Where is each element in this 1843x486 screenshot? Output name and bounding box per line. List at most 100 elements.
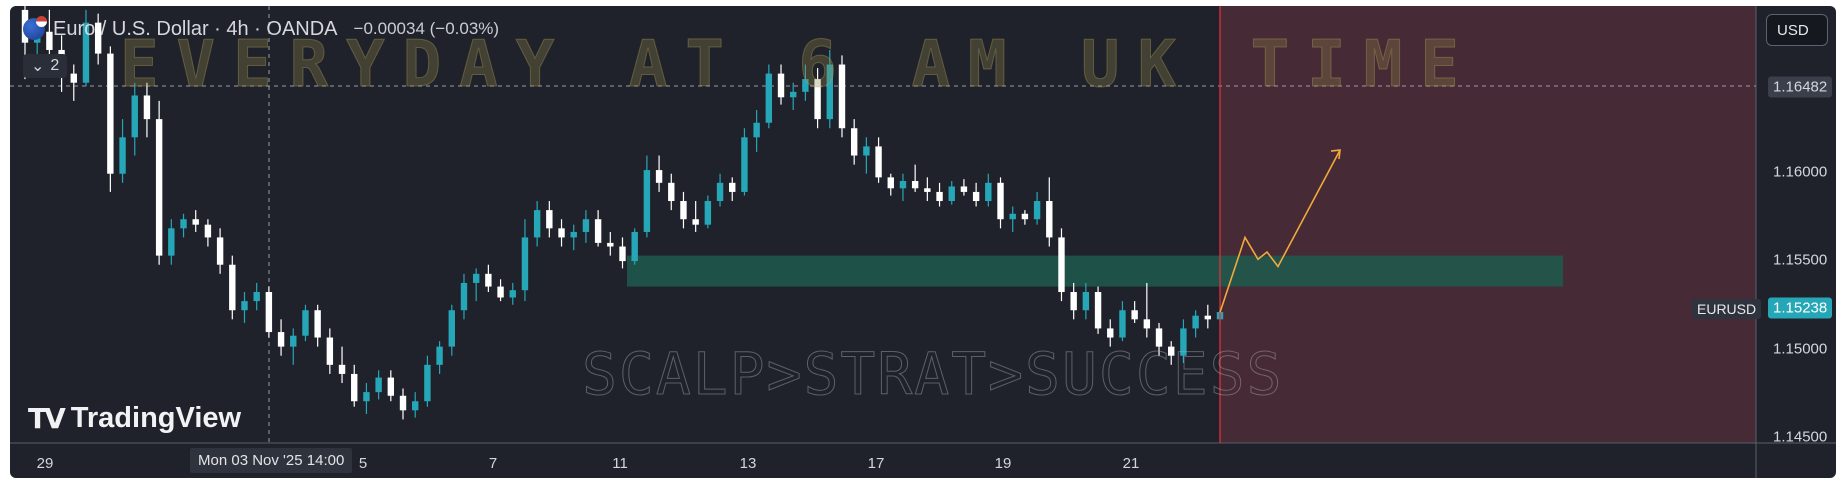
candle-body	[1033, 201, 1041, 220]
supply-demand-zone	[627, 255, 1563, 287]
candle-body	[546, 210, 553, 229]
candle-body	[680, 201, 687, 220]
candle-body	[229, 264, 236, 311]
x-tick-label: 13	[739, 455, 757, 472]
candle-body	[94, 22, 102, 54]
candle-body	[972, 191, 980, 202]
candle-body	[351, 373, 358, 402]
candle-body	[1143, 319, 1151, 329]
candle-body	[899, 181, 907, 189]
candle-body	[790, 91, 797, 98]
crosshair-time-label: Mon 03 Nov '25 14:00	[190, 448, 353, 473]
projection-arrowhead	[1330, 149, 1341, 160]
candle-body	[424, 364, 431, 402]
candle-body	[204, 224, 212, 238]
candle-body	[533, 210, 541, 238]
candle-body	[363, 392, 370, 402]
candle-body	[241, 301, 248, 311]
x-tick-label: 11	[612, 455, 628, 472]
candle-body	[948, 186, 955, 202]
candle-body	[277, 332, 285, 347]
candle-body	[82, 22, 90, 83]
candle-body	[70, 73, 77, 83]
candle-body	[997, 182, 1004, 220]
candle-body	[338, 364, 346, 374]
candle-body	[155, 119, 163, 256]
candle-body	[375, 377, 382, 393]
candle-body	[448, 310, 455, 347]
currency-button[interactable]: USD	[1766, 14, 1828, 46]
indicator-count: 2	[50, 57, 60, 74]
eur-usd-flag-icon	[23, 16, 47, 40]
tradingview-icon: TV	[28, 402, 66, 435]
candle-body	[741, 137, 748, 192]
candle-body	[192, 219, 199, 225]
symbol-header[interactable]: Euro / U.S. Dollar · 4h · OANDA −0.00034…	[23, 14, 499, 44]
candle-body	[216, 237, 224, 265]
candle-body	[168, 228, 175, 256]
candle-body	[472, 273, 480, 283]
candle-body	[1021, 213, 1029, 220]
watermark-bottom-art: SCALP>STRAT>SUCCESS	[581, 340, 1284, 409]
candle-body	[265, 292, 273, 333]
candle-body	[655, 170, 663, 183]
candle-body	[46, 31, 53, 50]
projection-path	[1219, 149, 1341, 313]
candle-body	[1180, 328, 1187, 356]
candle-body	[826, 64, 833, 120]
candle-body	[119, 137, 126, 174]
candle-body	[314, 310, 321, 338]
candle-body	[814, 79, 821, 120]
candle-body	[1009, 213, 1016, 220]
x-tick-label: 21	[1122, 455, 1140, 472]
candle-body	[692, 219, 699, 225]
candle-body	[1168, 346, 1175, 356]
crosshair-price-label: 1.16482	[1768, 76, 1833, 98]
symbol-title: Euro / U.S. Dollar · 4h · OANDA	[53, 17, 338, 40]
candle-body	[875, 146, 882, 178]
candle-body	[1046, 201, 1053, 238]
candle-body	[143, 95, 151, 120]
candle-body	[838, 64, 846, 129]
brand-label: TradingView	[70, 402, 242, 434]
candle-body	[765, 73, 773, 123]
candle-body	[753, 122, 760, 138]
candle-body	[570, 231, 577, 238]
candle-body	[302, 310, 309, 336]
candle-body	[1094, 292, 1102, 329]
chart-frame: EVERYDAY AT 6 AM UK TIME SCALP>STRAT>SUC…	[10, 6, 1836, 478]
candle-body	[1192, 315, 1199, 329]
candle-body	[582, 219, 590, 232]
candle-body	[180, 219, 187, 229]
candle-body	[460, 282, 468, 311]
candle-body	[960, 186, 968, 192]
candle-body	[253, 292, 260, 302]
candle-body	[594, 219, 602, 243]
candle-body	[911, 181, 919, 189]
candle-body	[387, 377, 395, 396]
candle-body	[412, 401, 419, 411]
x-tick-label: 7	[488, 455, 498, 472]
candle-body	[619, 246, 626, 262]
chart-canvas[interactable]	[10, 6, 1836, 478]
y-tick-label: 1.15000	[1773, 340, 1828, 358]
candle-body	[1119, 310, 1126, 338]
candle-body	[850, 128, 858, 156]
candle-body	[1058, 237, 1065, 293]
candle-body	[643, 170, 651, 232]
indicators-toggle[interactable]: ⌄ 2	[23, 54, 68, 78]
candle-body	[1107, 328, 1114, 338]
candle-body	[326, 337, 334, 365]
candle-body	[1204, 315, 1212, 320]
symbol-tag: EURUSD	[1692, 299, 1762, 319]
x-tick-label: 5	[358, 455, 368, 472]
candle-body	[777, 73, 785, 98]
candle-body	[729, 182, 736, 192]
candle-body	[704, 201, 712, 225]
candle-body	[607, 242, 614, 247]
x-tick-label: 17	[867, 455, 885, 472]
chevron-down-icon: ⌄	[31, 58, 45, 75]
candle-body	[668, 182, 675, 202]
candle-body	[631, 231, 638, 262]
tradingview-logo[interactable]: TV TradingView	[28, 402, 241, 435]
